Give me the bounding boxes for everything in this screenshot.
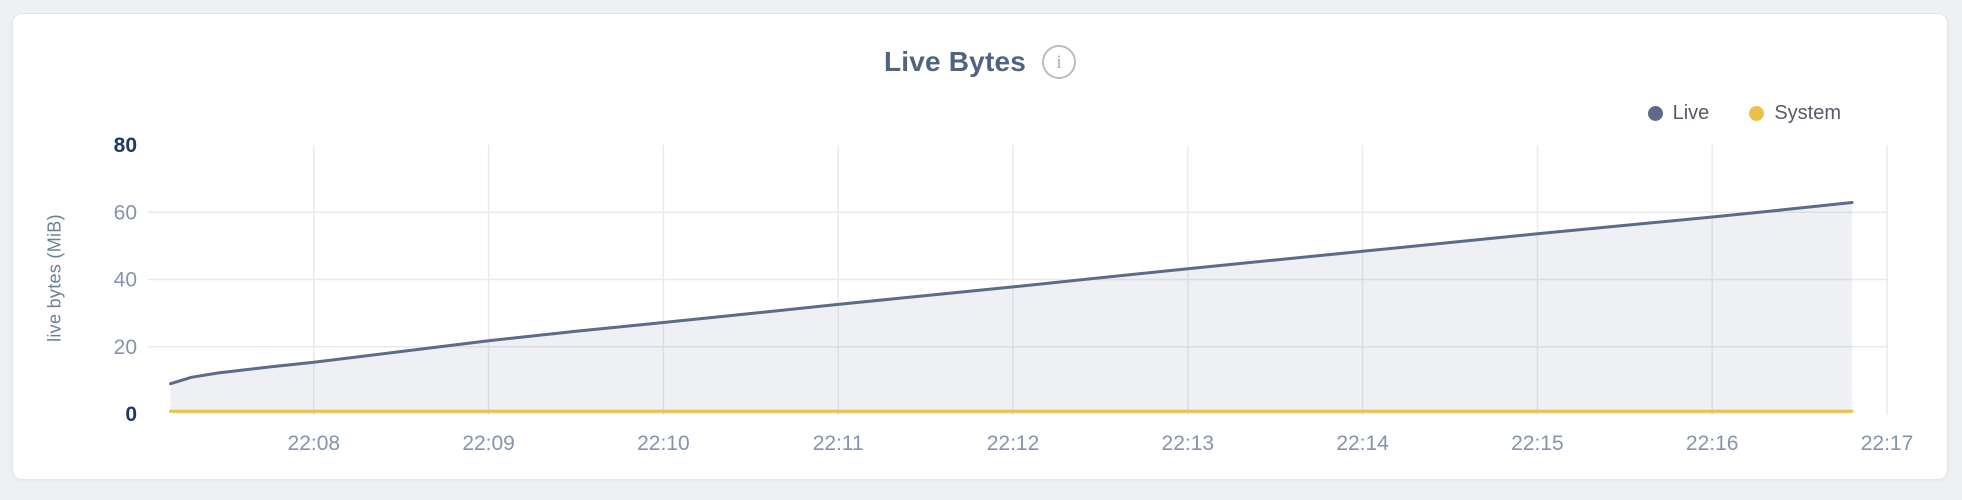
legend-label-live: Live <box>1672 102 1710 124</box>
x-tick-label: 22:13 <box>1162 432 1215 455</box>
live-area-fill <box>170 202 1852 414</box>
info-icon[interactable]: i <box>1042 45 1077 79</box>
system-series-dot-icon <box>1749 106 1765 121</box>
y-tick-label: 40 <box>114 269 137 292</box>
chart-header: Live Bytes i <box>13 44 1947 80</box>
x-tick-label: 22:16 <box>1686 432 1739 455</box>
live-series-dot-icon <box>1647 106 1663 121</box>
y-tick-label: 20 <box>114 336 137 359</box>
legend: Live System <box>1647 102 1841 125</box>
x-tick-label: 22:09 <box>462 432 515 455</box>
y-tick-label: 80 <box>114 134 137 157</box>
x-tick-label: 22:12 <box>987 432 1040 455</box>
x-tick-label: 22:14 <box>1336 432 1389 455</box>
y-tick-label: 0 <box>125 403 137 426</box>
x-tick-label: 22:17 <box>1861 432 1914 455</box>
legend-item-system[interactable]: System <box>1749 102 1841 125</box>
x-tick-label: 22:15 <box>1511 432 1564 455</box>
x-tick-label: 22:10 <box>637 432 690 455</box>
chart-title: Live Bytes <box>883 46 1027 77</box>
x-tick-label: 22:11 <box>813 432 864 455</box>
y-tick-label: 60 <box>114 201 137 224</box>
chart-card: Live Bytes i Live System live bytes (MiB… <box>12 13 1948 480</box>
x-tick-label: 22:08 <box>288 432 341 455</box>
live-series-line <box>169 201 1854 386</box>
legend-label-system: System <box>1774 102 1841 124</box>
legend-item-live[interactable]: Live <box>1647 102 1710 125</box>
